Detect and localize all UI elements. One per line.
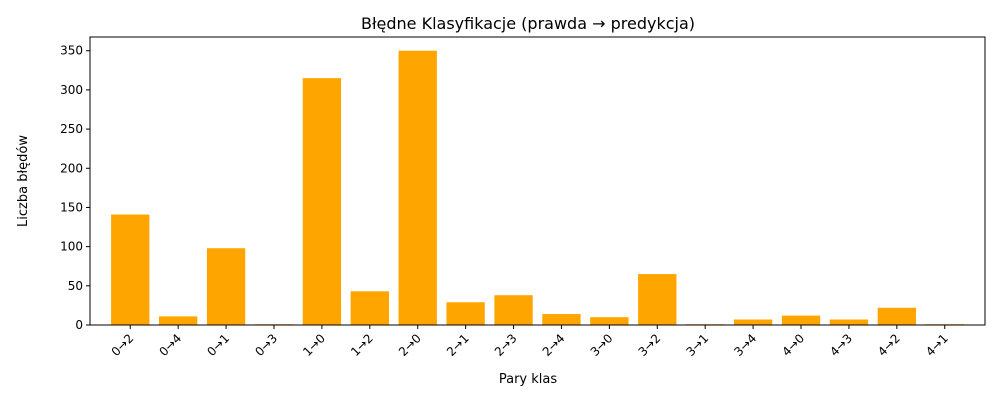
x-tick-label-1: 0→4	[156, 331, 184, 359]
bar-16	[877, 307, 917, 325]
x-tick-label-8: 2→3	[492, 331, 520, 359]
x-axis: 0→2 0→4 0→1 0→3 1→0 1→2 2→0 2→1 2→3 2→4 3→0 3→2 3→1 3…	[109, 325, 951, 359]
bar-13	[733, 319, 773, 325]
y-tick-label-4: 200	[60, 161, 83, 175]
x-tick-label-14: 4→0	[779, 331, 807, 359]
bar-10	[590, 317, 629, 325]
x-tick-label-5: 1→2	[348, 331, 376, 359]
y-axis-label: Liczba błędów	[16, 135, 31, 227]
bar-15	[829, 319, 869, 325]
x-tick-label-4: 1→0	[300, 331, 328, 359]
y-tick-label-0: 0	[75, 318, 83, 332]
bar-9	[542, 314, 581, 325]
x-tick-label-17: 4→1	[923, 331, 951, 359]
y-tick-label-6: 300	[60, 83, 83, 97]
bar-1	[158, 316, 198, 325]
chart-title: Błędne Klasyfikacje (prawda → predykcja)	[361, 14, 695, 33]
x-tick-label-16: 4→2	[875, 331, 903, 359]
x-tick-label-15: 4→3	[827, 331, 855, 359]
x-tick-label-12: 3→1	[684, 331, 712, 359]
x-axis-label: Pary klas	[499, 372, 557, 387]
y-tick-label-5: 250	[60, 122, 83, 136]
plot-frame	[89, 36, 986, 326]
bar-7	[446, 302, 485, 325]
x-tick-label-10: 3→0	[588, 331, 616, 359]
x-tick-label-2: 0→1	[204, 331, 232, 359]
x-tick-label-11: 3→2	[636, 331, 664, 359]
y-tick-label-1: 50	[68, 279, 83, 293]
bar-4	[302, 78, 342, 326]
y-axis: 0 50 100 150 200 250 300 350	[60, 44, 90, 332]
x-tick-label-9: 2→4	[540, 331, 568, 359]
x-tick-label-0: 0→2	[109, 331, 137, 359]
x-tick-label-6: 2→0	[396, 331, 424, 359]
bar-8	[494, 295, 533, 325]
x-tick-label-7: 2→1	[444, 331, 472, 359]
bar-14	[781, 315, 821, 325]
bar-11	[638, 274, 677, 325]
bar-5	[350, 291, 389, 325]
bars-group	[111, 50, 964, 326]
y-tick-label-3: 150	[60, 200, 83, 214]
bar-6	[398, 50, 437, 325]
x-tick-label-3: 0→3	[252, 331, 280, 359]
x-tick-label-13: 3→4	[731, 331, 759, 359]
bar-2	[206, 248, 246, 325]
y-tick-label-7: 350	[60, 44, 83, 58]
bar-0	[111, 214, 150, 325]
y-tick-label-2: 100	[60, 240, 83, 254]
